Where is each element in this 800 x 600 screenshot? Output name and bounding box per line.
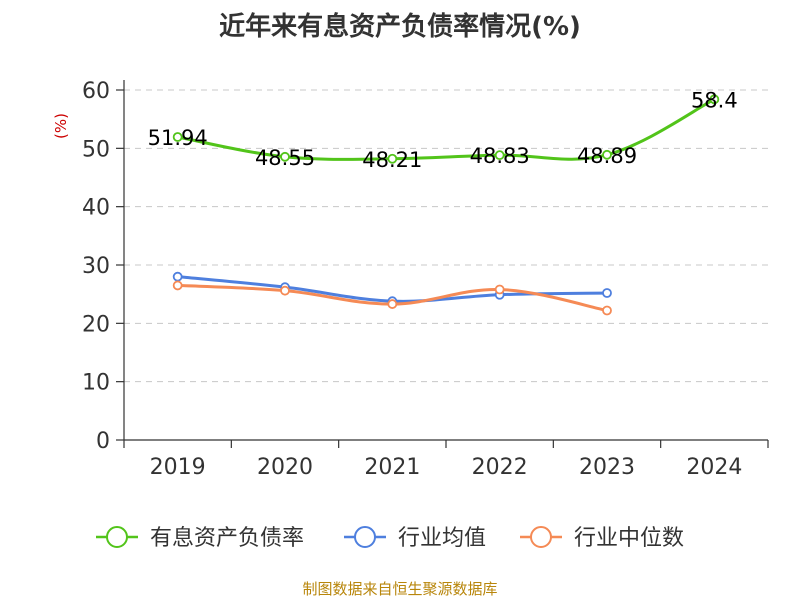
data-point <box>280 285 290 296</box>
data-label: 48.89 <box>577 144 637 168</box>
legend-marker <box>530 526 552 548</box>
data-point <box>387 299 398 309</box>
y-tick-label: 30 <box>82 254 110 279</box>
data-point <box>602 149 612 160</box>
x-tick-label: 2024 <box>686 455 742 480</box>
x-tick-label: 2020 <box>257 455 313 480</box>
legend-marker <box>106 526 128 548</box>
y-tick-label: 50 <box>82 137 110 162</box>
y-axis-label: (%) <box>52 113 70 139</box>
legend: 有息资产负债率 行业均值 行业中位数 <box>96 526 684 551</box>
data-point <box>280 151 290 162</box>
source-note: 制图数据来自恒生聚源数据库 <box>302 580 497 598</box>
data-point <box>172 132 183 142</box>
series-line-0 <box>176 97 716 161</box>
series-lines <box>172 94 720 316</box>
data-point <box>602 305 612 316</box>
legend-marker <box>354 526 376 548</box>
data-labels: 51.94 48.55 48.21 48.83 48.89 58.4 <box>148 88 738 171</box>
x-tick-label: 2019 <box>150 455 206 480</box>
data-label: 58.4 <box>691 88 738 112</box>
y-tick-label: 20 <box>82 312 110 337</box>
legend-label: 行业中位数 <box>574 526 684 551</box>
data-label: 48.55 <box>255 146 315 170</box>
data-point <box>172 271 183 282</box>
data-label: 51.94 <box>148 126 208 150</box>
x-tick-label: 2022 <box>472 455 528 480</box>
data-label: 48.21 <box>362 148 422 172</box>
y-tick-label: 10 <box>82 371 110 396</box>
x-tick-label: 2023 <box>579 455 635 480</box>
data-label: 48.83 <box>470 144 530 168</box>
legend-label: 行业均值 <box>398 526 486 551</box>
y-tick-label: 40 <box>82 196 110 221</box>
y-tick-label: 0 <box>96 429 110 454</box>
data-point <box>172 280 183 291</box>
y-tick-label: 60 <box>82 79 110 104</box>
legend-label: 有息资产负债率 <box>150 526 304 551</box>
data-point <box>494 150 505 161</box>
chart-title: 近年来有息资产负债率情况(%) <box>219 11 581 42</box>
x-tick-label: 2021 <box>364 455 420 480</box>
data-point <box>602 288 612 298</box>
axes: 0 10 20 30 40 50 60 2019 2020 2021 2022 2023 2024 <box>82 79 769 480</box>
data-point <box>494 284 505 295</box>
data-point <box>387 153 398 164</box>
grid-lines <box>124 89 768 383</box>
data-point <box>709 94 720 105</box>
